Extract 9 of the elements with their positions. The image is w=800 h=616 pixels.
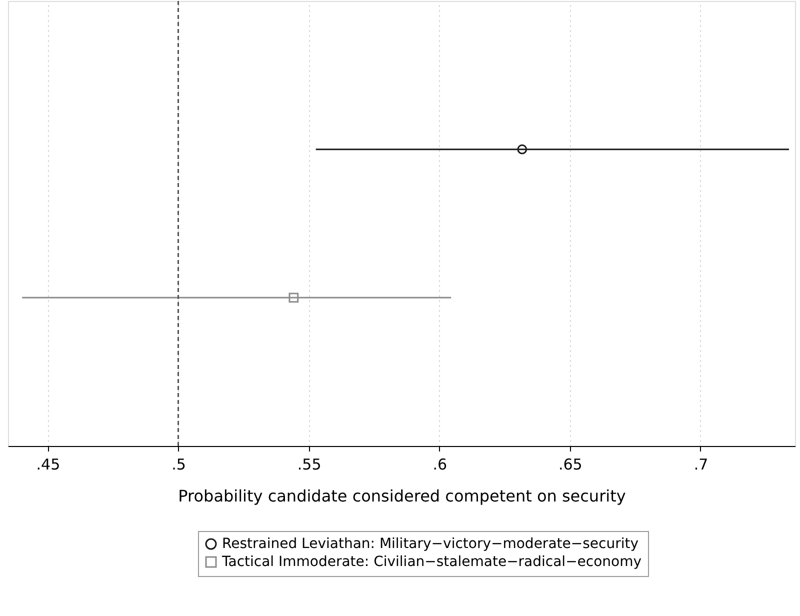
legend-label: Tactical Immoderate: Civilian−stalemate−radical−economy: [221, 554, 642, 570]
x-tick-label: .65: [558, 456, 582, 474]
x-tick-label: .45: [36, 456, 60, 474]
x-tick-label: .55: [297, 456, 322, 474]
x-tick-label: .6: [432, 456, 448, 474]
x-tick-label: .7: [694, 456, 708, 474]
x-tick-label: .5: [172, 456, 186, 474]
legend-label: Restrained Leviathan: Military−victory−moderate−security: [222, 536, 638, 552]
x-axis-title: Probability candidate considered competent on security: [178, 486, 626, 506]
